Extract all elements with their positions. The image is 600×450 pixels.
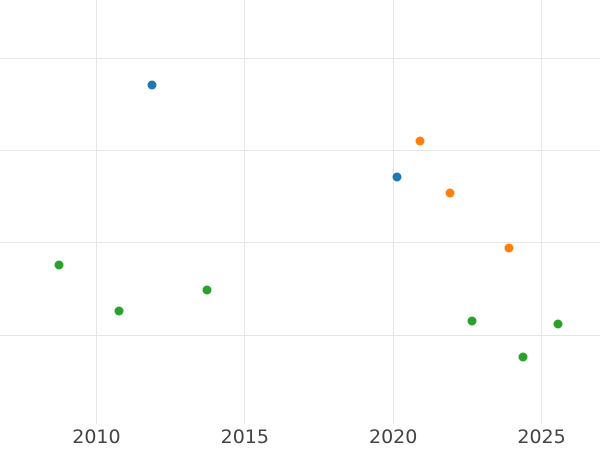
series-orange-point (445, 188, 455, 198)
series-blue-point (147, 80, 157, 90)
plot-area (0, 0, 600, 424)
x-gridline (244, 0, 246, 424)
x-tick-label: 2025 (517, 426, 566, 448)
x-tick-label: 2020 (368, 426, 418, 448)
series-green-point (518, 352, 528, 362)
y-gridline (0, 242, 600, 244)
x-gridline (541, 0, 543, 424)
x-tick-label: 2010 (72, 426, 121, 448)
series-green-point (202, 285, 212, 295)
y-gridline (0, 57, 600, 59)
x-axis: 2010 2015 2020 2025 (0, 424, 600, 450)
x-gridline (95, 0, 97, 424)
series-green-point (553, 319, 563, 329)
series-orange-point (504, 243, 514, 253)
y-gridline (0, 334, 600, 336)
x-tick-label: 2015 (220, 426, 269, 448)
y-gridline (0, 150, 600, 152)
series-green-point (114, 306, 124, 316)
series-green-point (467, 316, 476, 326)
x-gridline (392, 0, 394, 424)
series-orange-point (415, 136, 425, 146)
series-green-point (54, 260, 64, 270)
series-blue-point (392, 172, 402, 182)
